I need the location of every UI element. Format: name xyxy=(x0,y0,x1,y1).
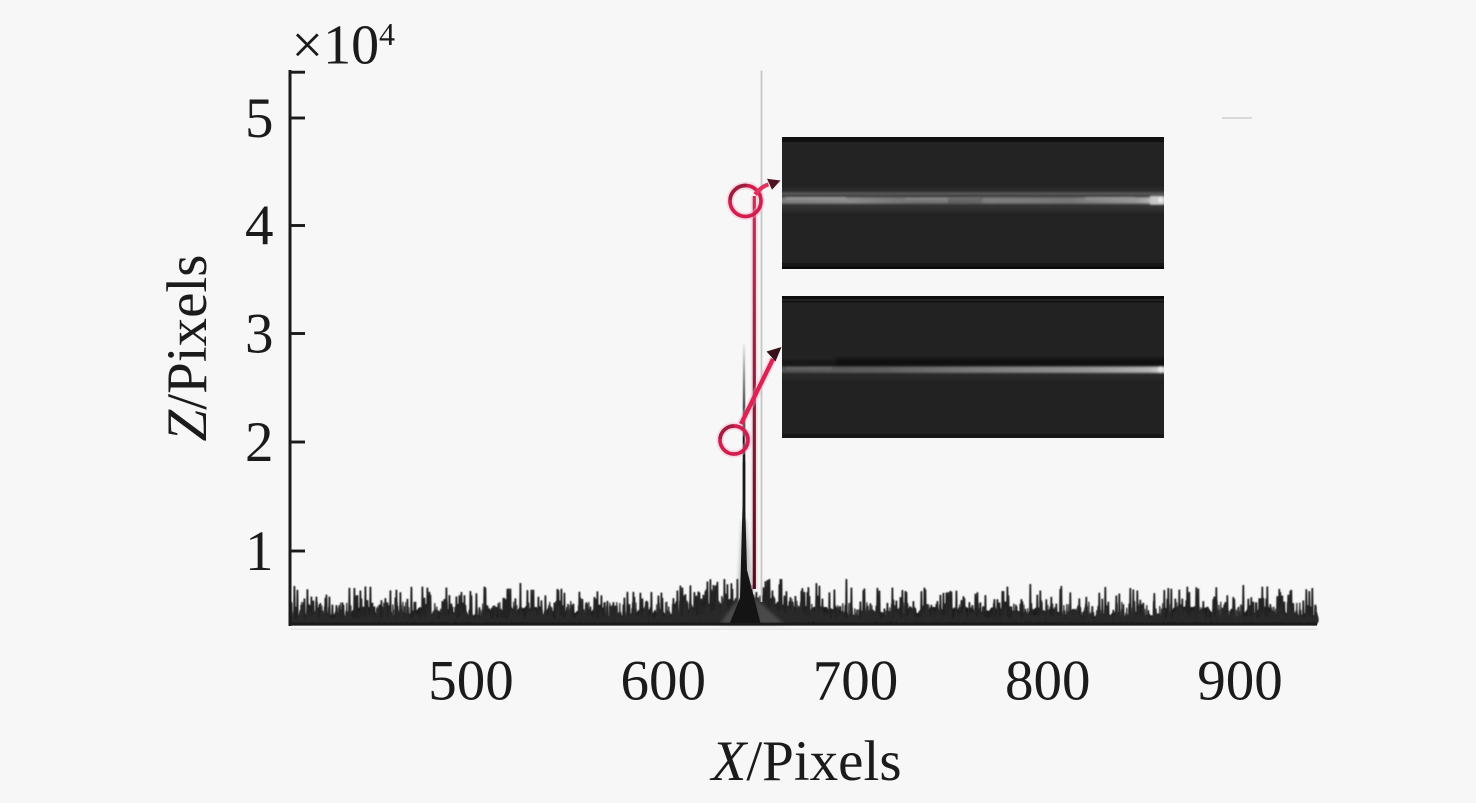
svg-text:700: 700 xyxy=(813,650,899,713)
svg-text:3: 3 xyxy=(245,302,274,365)
svg-text:×10: ×10 xyxy=(292,15,380,77)
svg-text:2: 2 xyxy=(245,411,274,474)
svg-text:4: 4 xyxy=(245,194,274,257)
svg-text:5: 5 xyxy=(245,87,274,150)
svg-text:800: 800 xyxy=(1005,650,1091,713)
svg-text:600: 600 xyxy=(621,650,707,713)
svg-text:4: 4 xyxy=(379,16,395,52)
svg-text:X/Pixels: X/Pixels xyxy=(709,730,901,793)
svg-text:900: 900 xyxy=(1197,650,1283,713)
svg-text:Z/Pixels: Z/Pixels xyxy=(156,255,219,442)
svg-text:500: 500 xyxy=(428,650,514,713)
svg-text:1: 1 xyxy=(245,520,274,583)
